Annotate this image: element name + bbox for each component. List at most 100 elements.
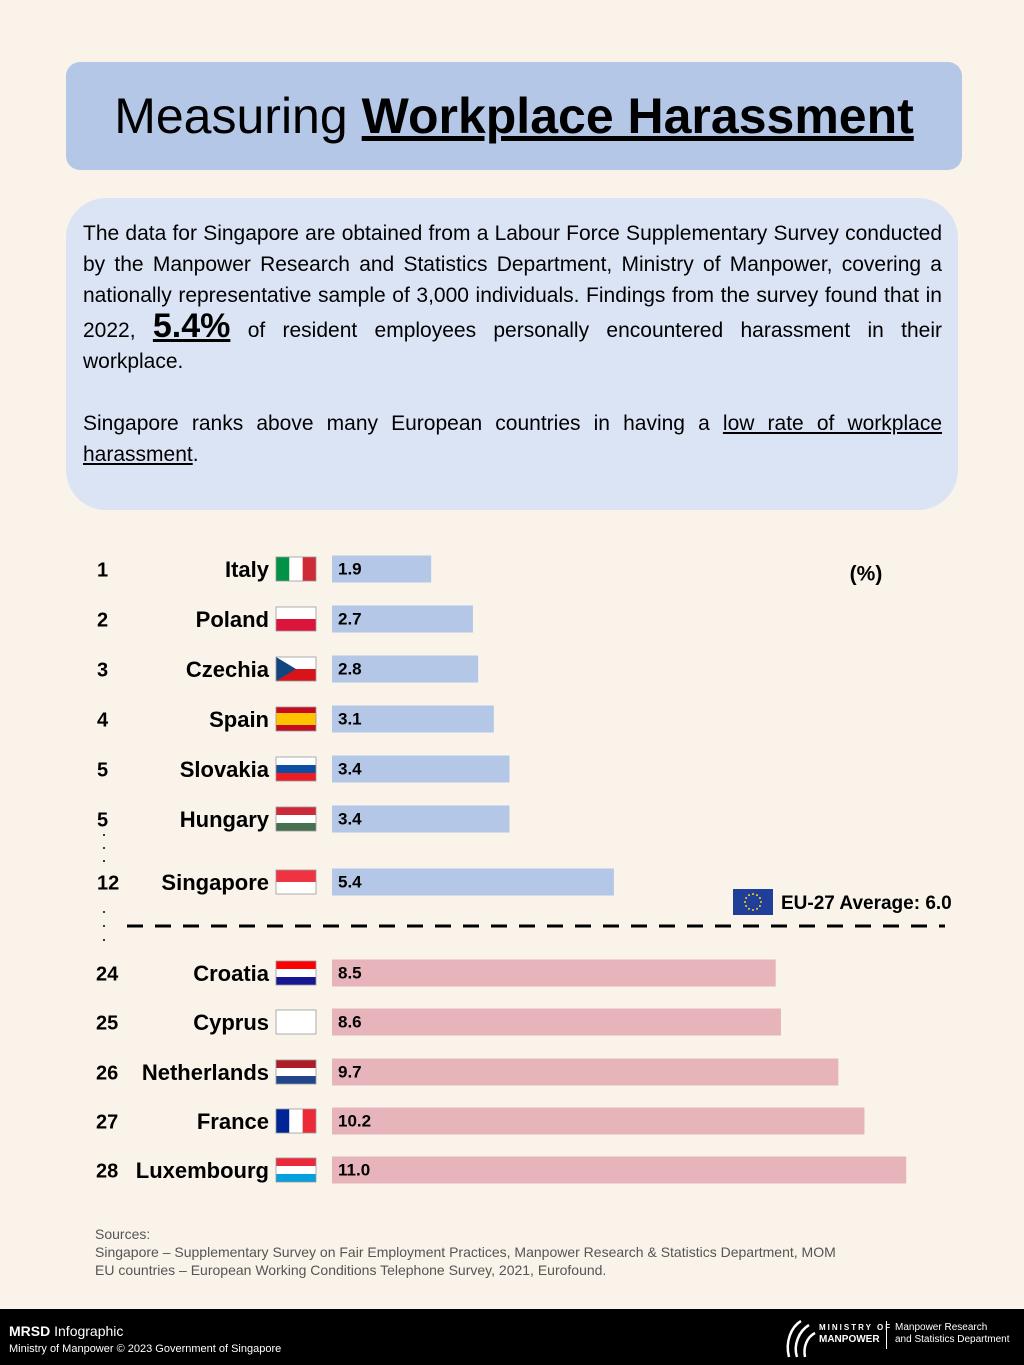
rank: 12: [97, 872, 119, 894]
category-label: France: [197, 1109, 269, 1134]
logo-icon: [786, 1319, 816, 1358]
text: of resident employees personally encount…: [83, 319, 942, 373]
intro-paragraph: The data for Singapore are obtained from…: [83, 218, 942, 377]
category-label: Croatia: [193, 961, 270, 986]
value-label: 8.5: [338, 963, 362, 982]
category-label: Spain: [209, 707, 269, 732]
rank: 1: [97, 559, 108, 581]
rank: 27: [96, 1111, 118, 1133]
text: .: [192, 443, 199, 466]
star: [748, 907, 750, 910]
header: Measuring Workplace Harassment: [66, 62, 962, 170]
category-label: Hungary: [180, 807, 270, 832]
category-label: Slovakia: [180, 757, 270, 782]
flag: [275, 706, 317, 732]
flag: [275, 960, 317, 986]
value-label: 10.2: [338, 1111, 371, 1130]
bar: [332, 868, 614, 896]
flag-stripe: [276, 757, 316, 765]
value-label: 2.7: [338, 609, 362, 628]
flag-stripe: [276, 1158, 316, 1166]
star: [758, 905, 761, 907]
flag-stripe: [276, 1109, 290, 1133]
flag: [275, 756, 317, 782]
dept-line: and Statistics Department: [895, 1334, 1010, 1345]
star: [758, 897, 761, 899]
flag-border: [275, 556, 317, 582]
flag-stripe: [276, 607, 316, 619]
bar: [332, 805, 510, 833]
rank: 24: [96, 963, 119, 985]
logo-line: MANPOWER: [819, 1334, 880, 1345]
flag-stripe: [276, 807, 316, 815]
star: [744, 901, 746, 903]
flag-stripe: [276, 707, 316, 713]
average-value: 6.0: [925, 893, 951, 914]
copyright: Ministry of Manpower © 2023 Government o…: [9, 1343, 282, 1355]
rank: 5: [97, 759, 108, 781]
flag: [275, 806, 317, 832]
flag-border: [275, 756, 317, 782]
flag-stripe: [276, 815, 316, 823]
bar: [332, 1107, 865, 1135]
flag-stripe: [276, 870, 316, 882]
category-label: Czechia: [186, 657, 270, 682]
flag-stripe: [276, 969, 316, 977]
flag-stripe: [276, 773, 316, 781]
category-label: Netherlands: [142, 1060, 269, 1085]
flag-stripe: [276, 725, 316, 731]
flag: [275, 1059, 317, 1085]
flag: [275, 656, 317, 682]
value-label: 8.6: [338, 1012, 362, 1031]
brand-bold: MRSD: [9, 1323, 51, 1339]
flag-stripe: [276, 1076, 316, 1084]
divider: [886, 1321, 887, 1349]
flag-border: [275, 869, 317, 895]
star: [752, 909, 754, 911]
flag-border: [275, 1009, 317, 1035]
flag-stripe: [302, 557, 316, 581]
bar: [332, 555, 432, 583]
ellipsis-dots: [103, 834, 105, 941]
footer: MRSD Infographic Ministry of Manpower © …: [0, 1309, 1024, 1365]
category-label: Poland: [196, 607, 269, 632]
flag-stripe: [276, 713, 316, 719]
bar: [332, 605, 473, 633]
text: Singapore ranks above many European coun…: [83, 412, 710, 435]
category-label: Italy: [225, 557, 270, 582]
brand: MRSD Infographic: [9, 1323, 123, 1339]
flag-stripe: [276, 557, 290, 581]
title-bold: Workplace Harassment: [361, 88, 914, 144]
link-text: low rate of workplace harassment: [83, 412, 943, 466]
rank: 2: [97, 609, 108, 631]
flag-border: [275, 1157, 317, 1183]
text: The data for Singapore are obtained from…: [83, 222, 942, 342]
flag-stripe: [276, 882, 316, 894]
flag-stripe: [276, 1068, 316, 1076]
intro-box: The data for Singapore are obtained from…: [66, 198, 958, 510]
category-label: Luxembourg: [136, 1158, 269, 1183]
flag-stripe: [276, 977, 316, 985]
flag-stripe: [276, 823, 316, 831]
title-plain: Measuring: [114, 88, 348, 144]
value-label: 11.0: [338, 1160, 370, 1179]
sources: Sources: Singapore – Supplementary Surve…: [95, 1225, 836, 1279]
bar: [332, 1058, 839, 1086]
flag-stripe: [276, 961, 316, 969]
bar: [332, 959, 776, 987]
value-label: 3.1: [338, 709, 362, 728]
value-label: 9.7: [338, 1062, 362, 1081]
flag-stripe: [302, 1109, 316, 1133]
star: [756, 894, 758, 897]
rank: 3: [97, 659, 108, 681]
flag: [275, 869, 317, 895]
unit-label: (%): [850, 563, 883, 586]
flag-border: [275, 706, 317, 732]
eu-flag: [733, 889, 773, 915]
category-label: Cyprus: [193, 1010, 269, 1035]
category-label: Singapore: [161, 870, 269, 895]
bar: [332, 655, 479, 683]
star: [756, 907, 758, 910]
highlight: 5.4%: [152, 307, 231, 345]
